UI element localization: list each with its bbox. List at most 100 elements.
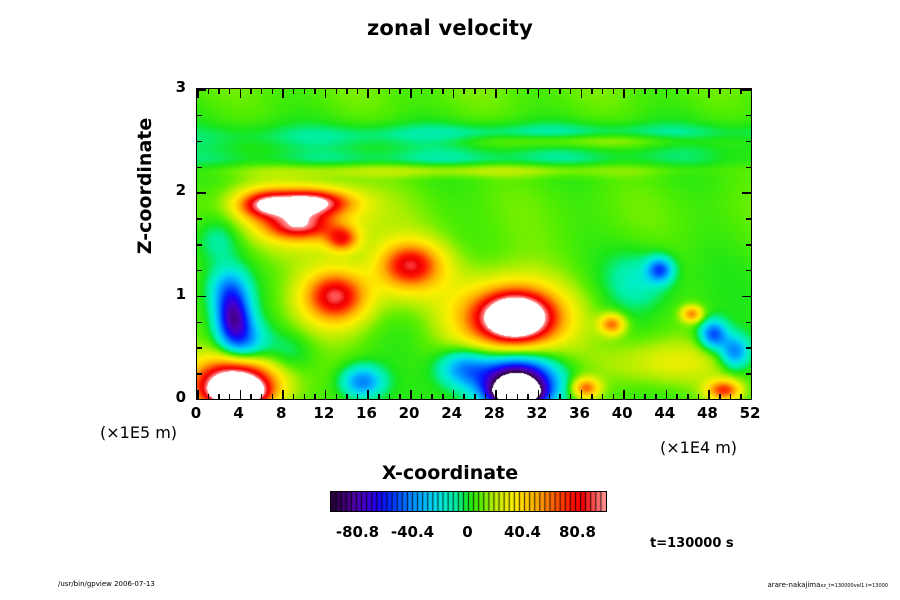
tick-mark [708,89,710,98]
tick-mark [367,390,369,399]
tick-mark [633,89,636,94]
plot-area [196,88,752,400]
tick-mark [612,89,614,94]
tick-mark [356,394,359,399]
tick-mark [580,89,583,98]
tick-mark [197,140,202,143]
x-tick-label: 40 [611,404,633,422]
tick-mark [463,89,465,94]
tick-mark [655,89,657,94]
tick-mark [356,89,359,94]
tick-mark [548,394,551,399]
tick-mark [474,394,476,399]
tick-mark [324,390,327,399]
tick-mark [740,394,742,399]
tick-mark [197,399,206,400]
tick-mark [197,347,202,349]
colorbar-label: -80.8 [335,523,380,541]
tick-mark [516,89,519,94]
tick-mark [495,390,497,399]
y-tick-label: 0 [175,388,186,406]
tick-mark [442,394,444,399]
tick-mark [218,394,220,399]
tick-mark [746,166,751,168]
x-tick-label: 12 [313,404,335,422]
tick-mark [197,295,206,298]
tick-mark [260,89,263,94]
tick-mark [676,394,678,399]
tick-mark [207,89,210,94]
tick-mark [239,89,242,98]
colorbar-label: 0 [462,523,473,541]
tick-mark [719,394,721,399]
tick-mark [367,89,369,98]
y-tick-label: 2 [175,181,186,200]
tick-mark [751,390,752,399]
tick-mark [314,394,316,399]
x-tick-label: 20 [398,404,420,422]
tick-mark [484,394,487,399]
tick-mark [746,321,751,323]
tick-mark [197,89,206,91]
tick-mark [746,269,751,272]
tick-mark [665,89,668,98]
x-tick-label: 8 [276,404,287,422]
tick-mark [484,89,487,94]
tick-mark [623,89,625,98]
tick-mark [463,394,465,399]
tick-mark [420,394,423,399]
tick-mark [388,394,391,399]
tick-mark [742,399,751,400]
tick-mark [742,295,751,298]
x-tick-label: 52 [739,404,761,422]
tick-mark [431,89,433,94]
tick-mark [746,140,751,143]
x-tick-label: 24 [441,404,463,422]
tick-mark [601,394,604,399]
tick-mark [740,89,742,94]
tick-mark [687,89,689,94]
tick-mark [335,394,337,399]
tick-mark [516,394,519,399]
tick-mark [197,192,206,194]
tick-mark [644,89,646,94]
x-tick-label: 48 [696,404,718,422]
tick-mark [292,89,295,94]
tick-mark [346,394,348,399]
tick-mark [742,89,751,91]
x-axis-unit-right: (×1E4 m) [660,438,738,457]
x-tick-label: 16 [356,404,377,422]
tick-mark [697,89,700,94]
footer-filename: xz_t=130000vel1.t=13000 [820,583,888,589]
colorbar-label: 80.8 [558,523,596,541]
footer-user: arare-nakajima [767,581,821,589]
x-axis-unit-left: (×1E5 m) [100,423,178,442]
tick-mark [228,394,231,399]
tick-mark [250,394,252,399]
colorbar-label: 40.4 [503,523,541,541]
tick-mark [207,394,210,399]
tick-mark [378,394,380,399]
tick-mark [197,244,202,246]
colorbar [330,491,607,512]
tick-mark [665,390,668,399]
tick-mark [742,192,751,194]
tick-mark [601,89,604,94]
tick-mark [228,89,231,94]
tick-mark [442,89,444,94]
tick-mark [271,89,274,94]
tick-mark [282,390,284,399]
colorbar-label: -40.4 [390,523,435,541]
heatmap-field [197,89,751,399]
tick-mark [292,394,295,399]
tick-mark [569,89,572,94]
tick-mark [687,394,689,399]
tick-mark [303,89,306,94]
tick-mark [569,394,572,399]
tick-mark [580,390,583,399]
tick-mark [633,394,636,399]
tick-mark [197,114,202,117]
tick-mark [303,394,306,399]
tick-mark [314,89,316,94]
tick-mark [399,89,401,94]
